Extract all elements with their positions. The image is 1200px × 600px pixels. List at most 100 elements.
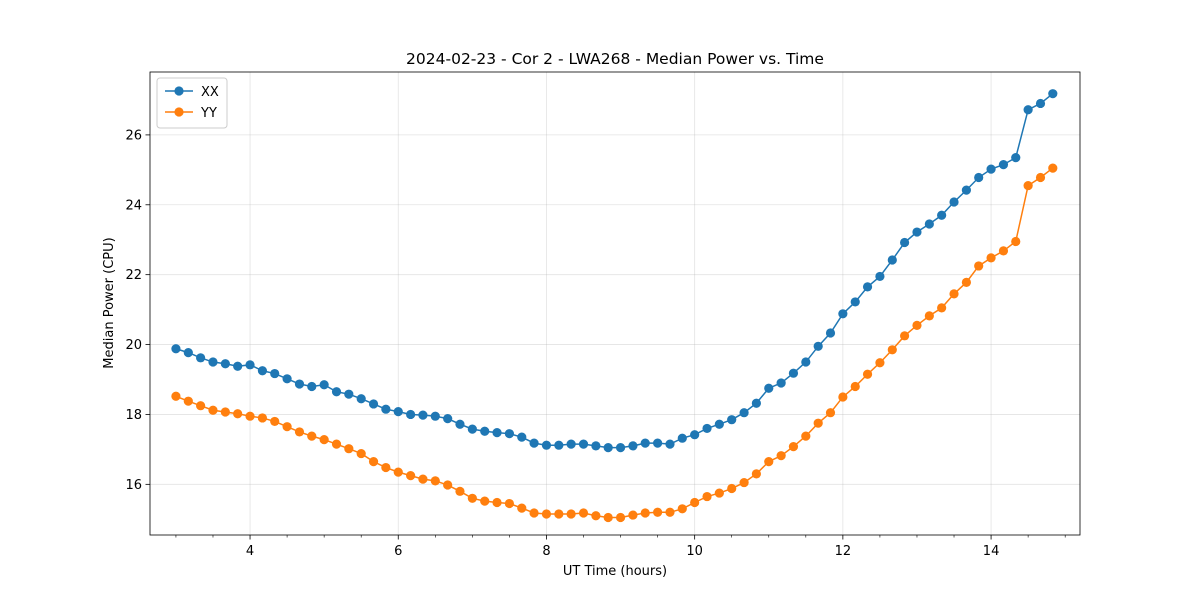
data-point-yy: [751, 469, 761, 479]
data-point-yy: [862, 369, 873, 379]
data-point-yy: [850, 381, 860, 392]
data-point-xx: [961, 185, 971, 195]
data-point-yy: [183, 396, 193, 406]
data-point-xx: [492, 428, 502, 438]
data-point-xx: [924, 219, 934, 229]
data-point-xx: [690, 430, 700, 440]
data-point-xx: [443, 414, 453, 424]
data-point-xx: [356, 394, 366, 404]
data-point-yy: [294, 427, 305, 437]
data-point-xx: [430, 411, 440, 421]
data-point-yy: [368, 457, 379, 467]
legend-marker-yy: [174, 107, 184, 117]
data-point-yy: [319, 435, 329, 445]
data-point-xx: [628, 441, 638, 451]
data-point-xx: [615, 443, 626, 453]
data-point-yy: [949, 289, 959, 299]
data-point-yy: [1011, 236, 1021, 247]
data-point-yy: [467, 493, 477, 503]
data-point-yy: [788, 441, 799, 452]
data-point-xx: [554, 440, 564, 450]
data-point-yy: [245, 411, 255, 421]
data-point-xx: [368, 399, 379, 409]
data-point-xx: [294, 379, 305, 389]
data-point-yy: [541, 509, 552, 519]
data-point-yy: [1048, 163, 1058, 173]
data-point-xx: [344, 389, 354, 399]
data-point-xx: [912, 227, 922, 237]
data-point-yy: [480, 496, 490, 506]
data-point-yy: [727, 483, 737, 494]
data-point-yy: [578, 508, 589, 518]
data-point-yy: [344, 444, 354, 454]
data-point-yy: [825, 408, 836, 418]
y-axis-label: Median Power (CPU): [102, 237, 117, 368]
data-point-xx: [776, 378, 786, 388]
data-point-yy: [233, 409, 243, 419]
data-point-yy: [665, 507, 675, 517]
data-point-yy: [504, 498, 515, 509]
data-point-xx: [220, 359, 230, 369]
data-point-yy: [208, 405, 218, 415]
data-point-yy: [1023, 180, 1033, 191]
data-point-yy: [591, 511, 601, 521]
data-point-xx: [480, 426, 490, 436]
data-point-xx: [677, 433, 687, 443]
data-point-xx: [875, 271, 885, 282]
data-point-xx: [282, 374, 292, 384]
chart-title: 2024-02-23 - Cor 2 - LWA268 - Median Pow…: [406, 50, 824, 68]
x-tick-label: 4: [246, 544, 254, 559]
x-tick-label: 8: [542, 544, 550, 559]
data-point-xx: [331, 387, 342, 397]
data-point-xx: [467, 424, 477, 434]
data-point-yy: [443, 480, 453, 490]
data-point-yy: [776, 451, 786, 461]
data-point-xx: [764, 383, 774, 393]
data-point-xx: [1023, 105, 1033, 115]
y-tick-label: 18: [125, 408, 142, 423]
data-point-yy: [912, 320, 922, 330]
data-point-yy: [714, 488, 724, 498]
data-point-xx: [1048, 89, 1058, 99]
data-point-xx: [171, 344, 181, 354]
data-point-xx: [899, 237, 910, 248]
y-tick-label: 20: [125, 338, 142, 353]
data-point-xx: [517, 432, 527, 442]
data-point-xx: [245, 360, 255, 370]
data-point-yy: [517, 503, 527, 513]
data-point-xx: [541, 440, 552, 450]
y-tick-label: 26: [125, 128, 142, 143]
data-point-xx: [640, 438, 650, 448]
data-point-yy: [875, 358, 885, 368]
data-point-xx: [196, 353, 206, 363]
data-point-yy: [393, 467, 403, 477]
data-point-xx: [307, 381, 317, 392]
data-point-yy: [455, 486, 465, 496]
data-point-yy: [739, 477, 749, 488]
data-point-yy: [615, 512, 626, 523]
data-point-xx: [529, 438, 539, 448]
y-tick-label: 22: [125, 268, 142, 283]
x-tick-label: 6: [394, 544, 402, 559]
data-point-xx: [566, 439, 576, 449]
data-point-xx: [986, 164, 996, 174]
data-point-yy: [529, 508, 539, 518]
data-point-xx: [850, 297, 860, 307]
data-point-xx: [208, 357, 218, 367]
data-point-yy: [418, 474, 428, 484]
data-point-xx: [998, 160, 1009, 170]
data-point-xx: [455, 419, 465, 429]
data-point-xx: [665, 439, 675, 449]
data-point-yy: [961, 277, 971, 287]
data-point-xx: [801, 357, 811, 367]
data-point-yy: [838, 392, 848, 402]
data-point-xx: [233, 361, 243, 371]
data-point-yy: [566, 509, 576, 519]
data-point-yy: [924, 311, 934, 321]
data-point-yy: [653, 507, 663, 517]
data-point-yy: [331, 439, 342, 449]
data-point-yy: [307, 431, 317, 441]
data-point-yy: [998, 246, 1009, 256]
data-point-yy: [937, 303, 947, 313]
